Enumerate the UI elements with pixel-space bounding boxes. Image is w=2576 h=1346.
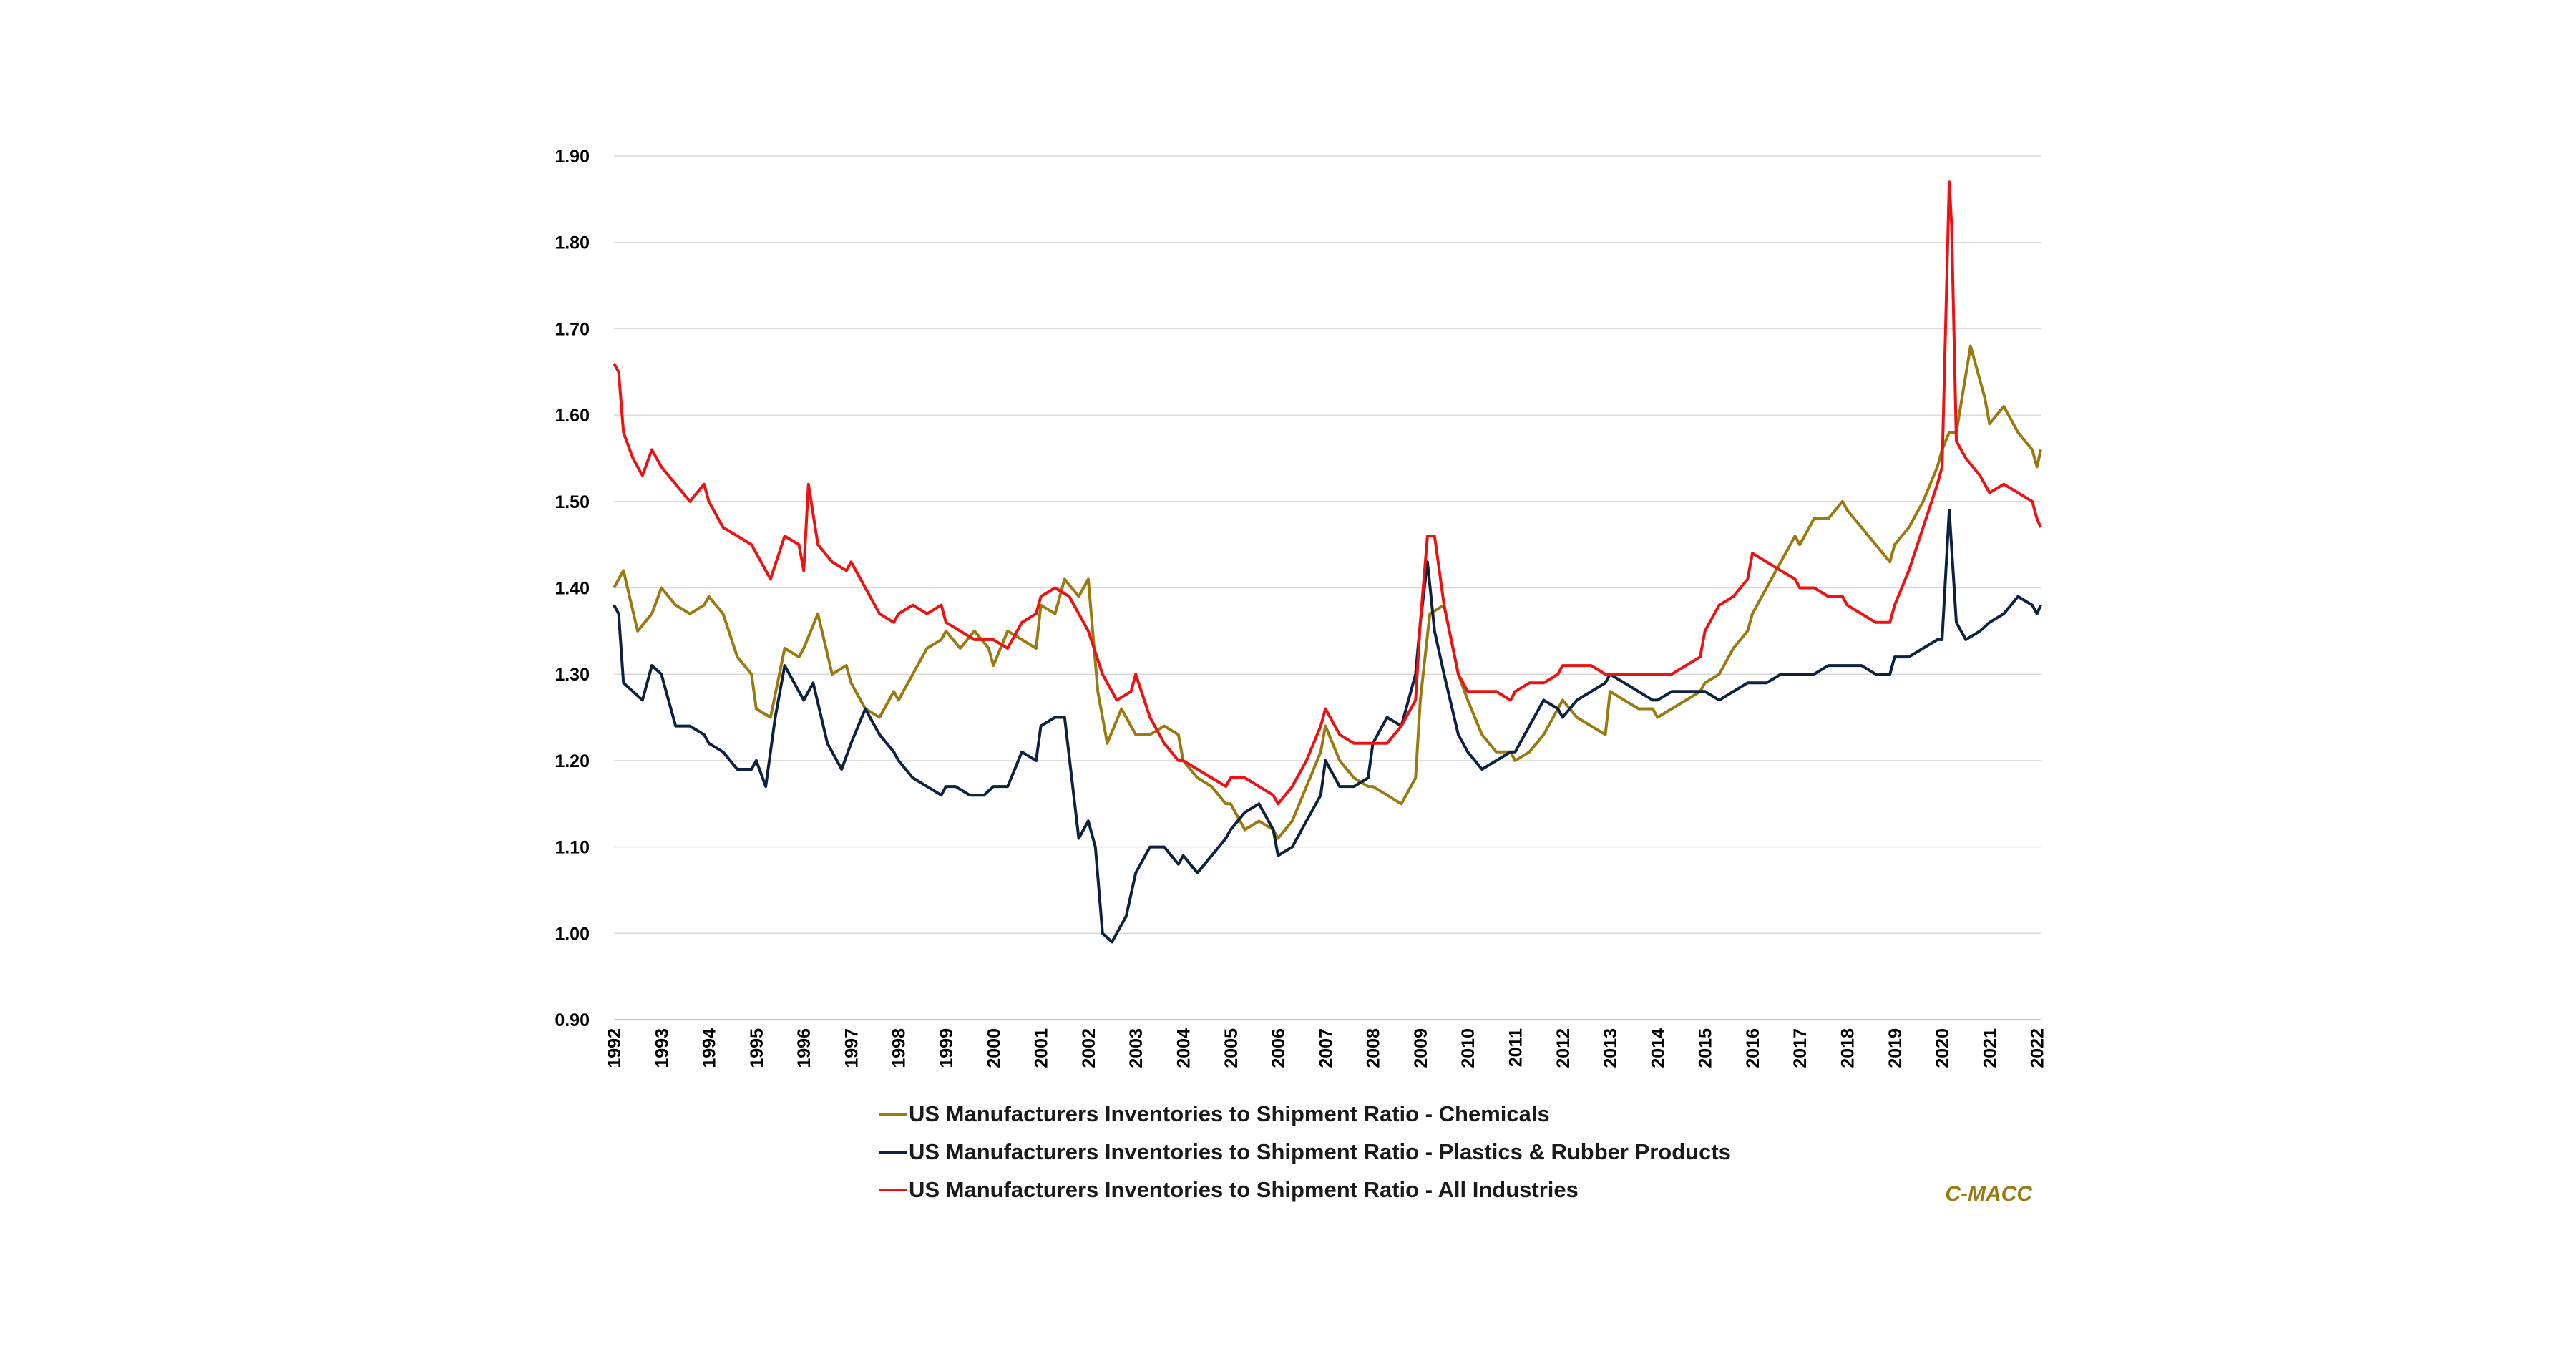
series-line-all-industries [613,180,2042,806]
x-tick-label: 2006 [1269,1028,1289,1068]
legend-swatch-all-industries [879,1188,907,1191]
source-label: C-MACC [1945,1182,2032,1206]
x-tick-label: 2005 [1221,1028,1241,1068]
legend-item-chemicals: US Manufacturers Inventories to Shipment… [879,1095,1731,1133]
y-tick-label: 1.50 [555,492,590,512]
x-tick-label: 2018 [1838,1028,1858,1068]
x-tick-label: 1992 [605,1028,625,1068]
x-tick-label: 2015 [1696,1028,1716,1068]
legend-label-all-industries: US Manufacturers Inventories to Shipment… [909,1176,1579,1202]
x-tick-label: 2022 [2028,1028,2048,1068]
y-tick-label: 1.40 [555,579,590,599]
y-tick-label: 1.30 [555,665,590,685]
x-tick-label: 2016 [1743,1028,1763,1068]
x-tick-label: 2020 [1933,1028,1953,1068]
x-tick-label: 2000 [984,1028,1004,1068]
x-tick-label: 2013 [1601,1028,1621,1068]
legend-label-chemicals: US Manufacturers Inventories to Shipment… [909,1101,1550,1126]
gridlines [614,155,2041,1020]
x-tick-label: 2014 [1648,1028,1668,1068]
x-tick-label: 2019 [1885,1028,1906,1068]
legend: US Manufacturers Inventories to Shipment… [879,1095,1731,1209]
y-tick-label: 1.70 [555,319,590,339]
x-tick-label: 2008 [1364,1028,1384,1068]
x-axis: 1992 1993 1994 1995 1996 1997 1998 1999 2000 2001… [605,1028,2048,1068]
y-tick-label: 1.60 [555,406,590,426]
x-tick-label: 2011 [1506,1028,1526,1067]
x-tick-label: 2004 [1174,1028,1194,1068]
x-tick-label: 2021 [1980,1028,2000,1068]
series-line-chemicals [613,344,2042,840]
y-tick-label: 1.00 [555,924,590,944]
legend-label-plastics: US Manufacturers Inventories to Shipment… [909,1138,1731,1164]
x-tick-label: 2003 [1126,1028,1146,1068]
y-axis: 0.90 1.00 1.10 1.20 1.30 1.40 1.50 1.60 1.70 1.80… [555,147,590,1030]
x-tick-label: 2017 [1790,1028,1810,1068]
x-tick-label: 1994 [700,1028,720,1068]
y-tick-label: 1.10 [555,838,590,858]
x-tick-label: 2001 [1032,1028,1052,1068]
x-tick-label: 1997 [841,1028,862,1068]
x-tick-label: 2012 [1553,1028,1574,1068]
y-tick-label: 1.80 [555,233,590,253]
y-tick-label: 1.20 [555,751,590,771]
x-tick-label: 2009 [1411,1028,1431,1068]
y-tick-label: 1.90 [555,147,590,167]
legend-item-plastics: US Manufacturers Inventories to Shipment… [879,1133,1731,1171]
legend-item-all-industries: US Manufacturers Inventories to Shipment… [879,1171,1731,1209]
series-lines [613,180,2042,944]
x-tick-label: 2002 [1079,1028,1099,1068]
x-tick-label: 1996 [794,1028,814,1068]
x-tick-label: 2007 [1316,1028,1336,1068]
series-line-plastics [613,508,2042,944]
x-tick-label: 1993 [652,1028,672,1068]
y-tick-label: 0.90 [555,1010,590,1030]
x-tick-label: 1995 [747,1028,767,1068]
x-tick-label: 1998 [889,1028,909,1068]
legend-swatch-chemicals [879,1112,907,1116]
x-tick-label: 2010 [1458,1028,1478,1068]
x-tick-label: 1999 [937,1028,957,1068]
legend-swatch-plastics [879,1150,907,1154]
